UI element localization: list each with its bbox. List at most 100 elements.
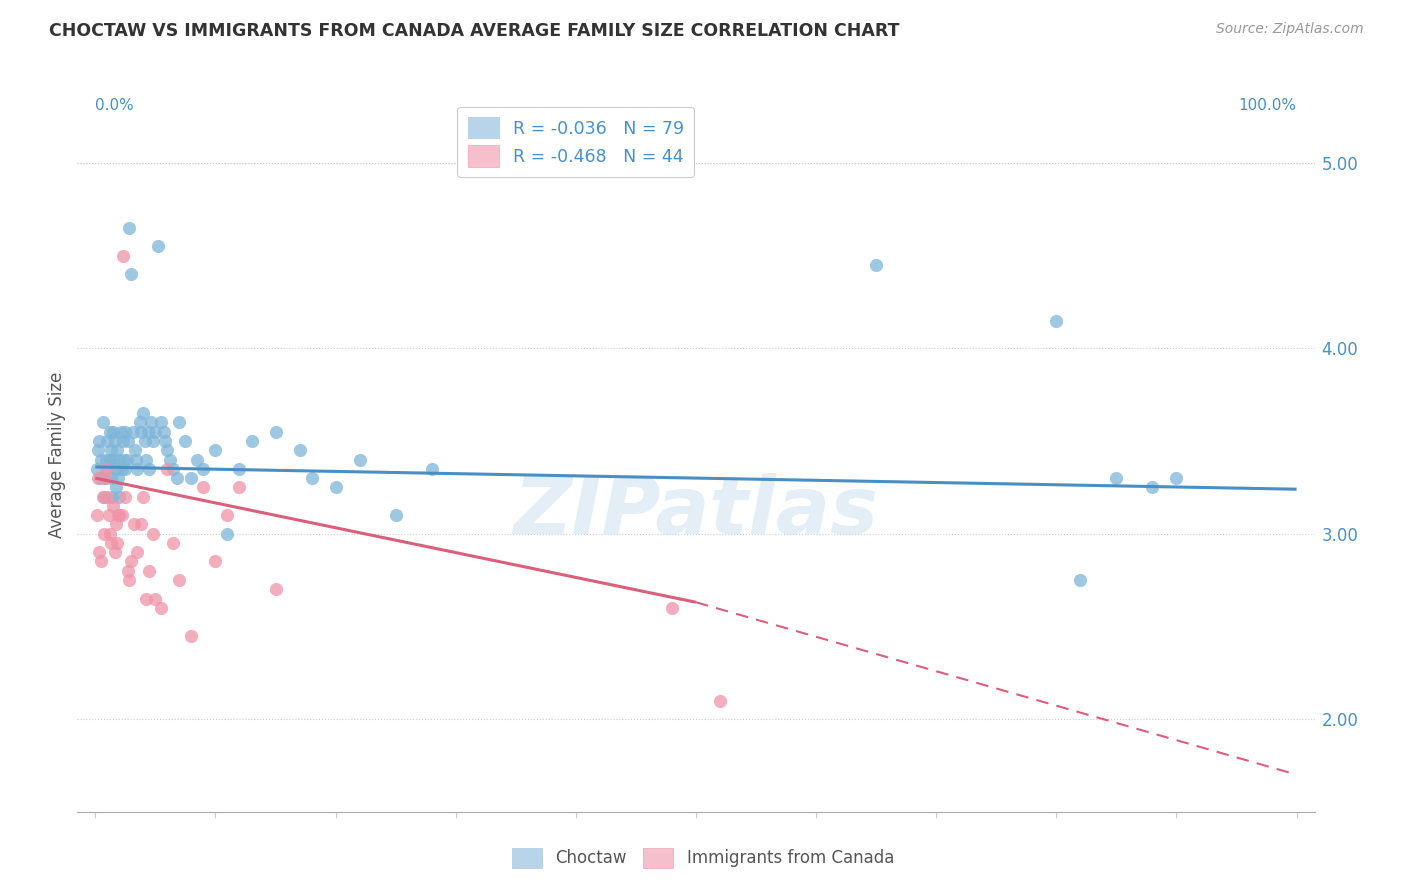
Point: [96, 462, 118, 476]
Point: [120, 554, 142, 568]
Legend: Choctaw, Immigrants from Canada: Choctaw, Immigrants from Canada: [505, 841, 901, 875]
Point: [114, 425, 136, 439]
Point: [132, 490, 155, 504]
Point: [1105, 471, 1128, 485]
Point: [240, 434, 263, 448]
Point: [228, 480, 250, 494]
Point: [89, 471, 111, 485]
Point: [93, 490, 115, 504]
Point: [100, 471, 122, 485]
Point: [156, 443, 179, 458]
Point: [98, 452, 121, 467]
Point: [193, 462, 215, 476]
Text: 100.0%: 100.0%: [1239, 98, 1296, 113]
Text: Source: ZipAtlas.com: Source: ZipAtlas.com: [1216, 22, 1364, 37]
Point: [103, 499, 125, 513]
Point: [108, 508, 131, 523]
Point: [97, 462, 120, 476]
Point: [180, 629, 202, 643]
Point: [325, 480, 347, 494]
Point: [217, 526, 239, 541]
Point: [162, 536, 184, 550]
Point: [865, 258, 887, 272]
Point: [301, 471, 323, 485]
Point: [125, 452, 148, 467]
Point: [118, 573, 141, 587]
Point: [150, 416, 173, 430]
Point: [86, 508, 108, 523]
Point: [162, 462, 184, 476]
Point: [90, 554, 112, 568]
Point: [87, 434, 110, 448]
Point: [661, 600, 683, 615]
Point: [117, 564, 139, 578]
Point: [122, 517, 145, 532]
Point: [135, 452, 157, 467]
Point: [117, 434, 139, 448]
Point: [169, 573, 191, 587]
Point: [96, 452, 118, 467]
Point: [166, 471, 188, 485]
Point: [107, 508, 129, 523]
Point: [264, 582, 287, 597]
Point: [101, 490, 124, 504]
Point: [108, 452, 131, 467]
Point: [112, 452, 135, 467]
Point: [138, 564, 160, 578]
Point: [135, 591, 157, 606]
Text: ZIPatlas: ZIPatlas: [513, 473, 879, 551]
Point: [129, 425, 152, 439]
Point: [121, 425, 143, 439]
Point: [709, 693, 731, 707]
Text: 0.0%: 0.0%: [96, 98, 134, 113]
Point: [115, 452, 138, 467]
Point: [139, 416, 162, 430]
Point: [107, 471, 129, 485]
Point: [87, 545, 110, 559]
Point: [132, 406, 155, 420]
Point: [110, 425, 132, 439]
Point: [180, 471, 202, 485]
Point: [142, 526, 165, 541]
Point: [104, 517, 127, 532]
Point: [1069, 573, 1091, 587]
Point: [150, 600, 173, 615]
Point: [105, 536, 128, 550]
Point: [124, 443, 146, 458]
Point: [86, 462, 108, 476]
Point: [100, 536, 122, 550]
Point: [118, 220, 141, 235]
Point: [145, 425, 167, 439]
Point: [87, 471, 110, 485]
Point: [204, 443, 226, 458]
Y-axis label: Average Family Size: Average Family Size: [48, 372, 66, 538]
Point: [384, 508, 406, 523]
Point: [186, 452, 208, 467]
Point: [105, 443, 128, 458]
Point: [153, 425, 176, 439]
Point: [90, 452, 112, 467]
Point: [114, 490, 136, 504]
Point: [193, 480, 215, 494]
Point: [127, 462, 149, 476]
Point: [111, 249, 134, 263]
Point: [129, 517, 152, 532]
Legend: R = -0.036   N = 79, R = -0.468   N = 44: R = -0.036 N = 79, R = -0.468 N = 44: [457, 107, 695, 177]
Point: [1045, 313, 1067, 327]
Text: CHOCTAW VS IMMIGRANTS FROM CANADA AVERAGE FAMILY SIZE CORRELATION CHART: CHOCTAW VS IMMIGRANTS FROM CANADA AVERAG…: [49, 22, 900, 40]
Point: [91, 416, 114, 430]
Point: [134, 434, 156, 448]
Point: [420, 462, 443, 476]
Point: [103, 425, 125, 439]
Point: [98, 425, 121, 439]
Point: [108, 490, 131, 504]
Point: [93, 526, 115, 541]
Point: [159, 452, 181, 467]
Point: [104, 480, 127, 494]
Point: [145, 591, 167, 606]
Point: [127, 545, 149, 559]
Point: [94, 471, 117, 485]
Point: [153, 434, 176, 448]
Point: [98, 526, 121, 541]
Point: [103, 545, 125, 559]
